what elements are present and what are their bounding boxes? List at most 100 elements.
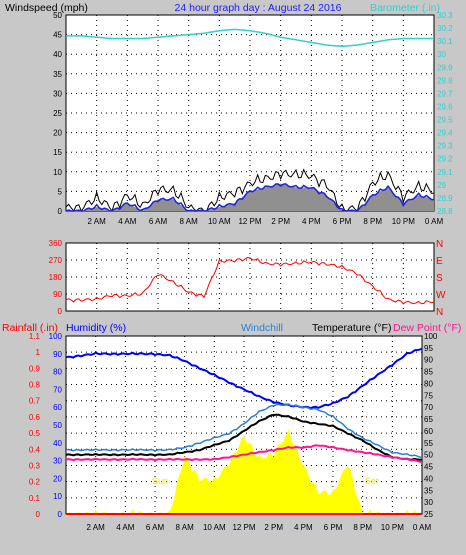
windspeed-tick: 15 [53,148,62,157]
barometer-tick: 30.1 [437,37,453,46]
solar-area [66,429,422,514]
x-tick-label: 6 AM [146,523,165,532]
windspeed-tick: 45 [53,31,62,40]
temperature-tick: 25 [424,510,433,519]
windchill-legend: Windchill [241,322,283,334]
barometer-tick: 28.9 [437,194,453,203]
compass-label: N [436,307,443,318]
windspeed-tick: 5 [58,187,63,196]
windspeed-tick: 10 [53,168,62,177]
compass-label: N [436,239,443,250]
windspeed-tick-labels: 0 5 10 15 20 25 30 35 40 45 50 [53,11,62,216]
x-tick-label: 4 PM [302,217,321,226]
dewpoint-line [65,444,423,463]
humidity-tick-labels: 0 10 20 30 40 50 60 70 80 90 100 [49,332,63,519]
humidity-tick: 0 [58,510,63,519]
x-tick-label: 2 PM [264,523,283,532]
x-tick-label: 8 PM [353,523,372,532]
x-tick-label: 6 AM [149,217,168,226]
sunset-label: Set [365,476,379,486]
compass-label: W [436,290,446,301]
x-tick-label: 4 PM [294,523,313,532]
wind-x-tick-labels: 2 AM 4 AM 6 AM 8 AM 10 AM 12 PM 2 PM 4 PM 6 PM 8 … [88,217,444,226]
rainfall-tick-labels: 0 0.1 0.2 0.3 0.4 0.5 0.6 0.7 0.8 0.9 1 1.1 [29,332,41,519]
wind-direction-line [65,256,435,305]
dewpoint-axis-title: Dew Point (°F) [393,322,461,334]
direction-tick: 360 [49,239,63,248]
windspeed-tick: 0 [58,207,63,216]
temperature-tick: 100 [424,332,438,341]
windspeed-tick: 30 [53,89,62,98]
temperature-tick: 85 [424,368,433,377]
x-tick-label: 2 PM [271,217,290,226]
humidity-tick: 60 [53,403,62,412]
wind-average-line [65,183,435,212]
temperature-tick: 95 [424,344,433,353]
x-tick-label: 12 PM [232,523,255,532]
barometer-tick: 30.2 [437,24,453,33]
temperature-series [65,347,423,515]
windspeed-tick: 25 [53,109,62,118]
windspeed-axis-title: Windspeed (mph) [5,2,88,14]
rainfall-tick: 0.5 [29,429,41,438]
rainfall-tick: 0 [36,510,41,519]
barometer-tick: 29.3 [437,142,453,151]
barometer-axis-title: Barometer (.in) [370,2,440,14]
direction-tick: 270 [49,256,63,265]
rainfall-axis-title: Rainfall (.in) [2,322,58,334]
windchill-line [65,403,423,459]
barometer-tick: 29.8 [437,76,453,85]
barometer-tick: 29.7 [437,89,453,98]
temperature-tick: 65 [424,415,433,424]
rainfall-tick: 0.6 [29,413,41,422]
barometer-tick: 29 [437,181,446,190]
barometer-tick: 29.9 [437,63,453,72]
humidity-tick: 10 [53,492,62,501]
x-tick-label: 4 AM [116,523,135,532]
humidity-tick: 40 [53,439,62,448]
humidity-tick: 90 [53,350,62,359]
humidity-tick: 70 [53,385,62,394]
x-tick-label: 0 AM [425,217,444,226]
x-tick-label: 0 AM [413,523,432,532]
rainfall-tick: 0.4 [29,445,41,454]
x-tick-label: 10 AM [203,523,226,532]
direction-tick-labels: 0 90 180 270 360 [49,239,63,316]
x-tick-label: 6 PM [324,523,343,532]
windspeed-tick: 40 [53,50,62,59]
temperature-tick: 30 [424,498,433,507]
humidity-tick: 30 [53,457,62,466]
windspeed-tick: 50 [53,11,62,20]
rainfall-tick: 0.7 [29,397,41,406]
temperature-tick: 55 [424,439,433,448]
temperature-tick: 35 [424,486,433,495]
temperature-line [65,413,423,461]
barometer-line [66,28,434,48]
humidity-axis-title: Humidity (%) [66,322,126,334]
x-tick-label: 12 PM [238,217,261,226]
x-tick-label: 8 PM [363,217,382,226]
x-tick-label: 6 PM [333,217,352,226]
x-tick-label: 2 AM [87,523,106,532]
temperature-tick: 80 [424,379,433,388]
rainfall-tick: 0.2 [29,478,41,487]
barometer-tick: 30.3 [437,11,453,20]
windspeed-tick: 20 [53,129,62,138]
rainfall-tick: 0.8 [29,381,41,390]
x-tick-label: 10 PM [381,523,404,532]
temperature-tick: 60 [424,427,433,436]
direction-tick: 180 [49,273,63,282]
barometer-tick: 28.8 [437,207,453,216]
temperature-tick: 40 [424,474,433,483]
x-tick-label: 10 PM [392,217,415,226]
x-tick-label: 2 AM [88,217,107,226]
temperature-tick: 90 [424,356,433,365]
humidity-tick: 20 [53,474,62,483]
x-tick-label: 8 AM [176,523,195,532]
chart-title: 24 hour graph day : August 24 2016 [175,2,342,14]
compass-label: E [436,256,443,267]
humidity-tick: 50 [53,421,62,430]
